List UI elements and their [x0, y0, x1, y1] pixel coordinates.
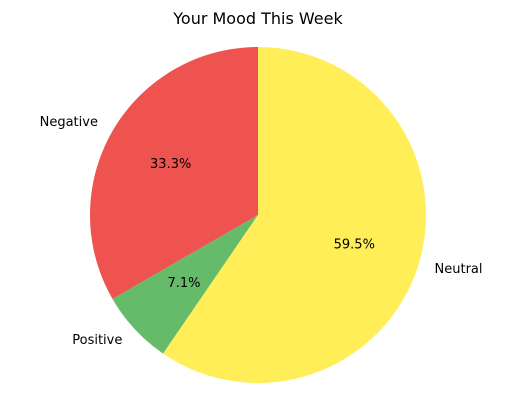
pie-slice-neutral	[163, 47, 426, 383]
slice-label-positive: Positive	[72, 333, 122, 348]
pie-slices	[90, 47, 426, 383]
pie-labels: Negative 33.3% Positive 7.1% Neutral 59.5%	[40, 115, 483, 348]
pie-slice-positive	[112, 215, 258, 354]
slice-label-negative: Negative	[40, 115, 98, 130]
slice-percent-negative: 33.3%	[150, 157, 191, 172]
slice-label-neutral: Neutral	[435, 262, 483, 277]
slice-percent-neutral: 59.5%	[334, 237, 375, 252]
chart-title: Your Mood This Week	[172, 9, 343, 28]
slice-percent-positive: 7.1%	[168, 276, 201, 291]
pie-slice-negative	[90, 47, 258, 299]
